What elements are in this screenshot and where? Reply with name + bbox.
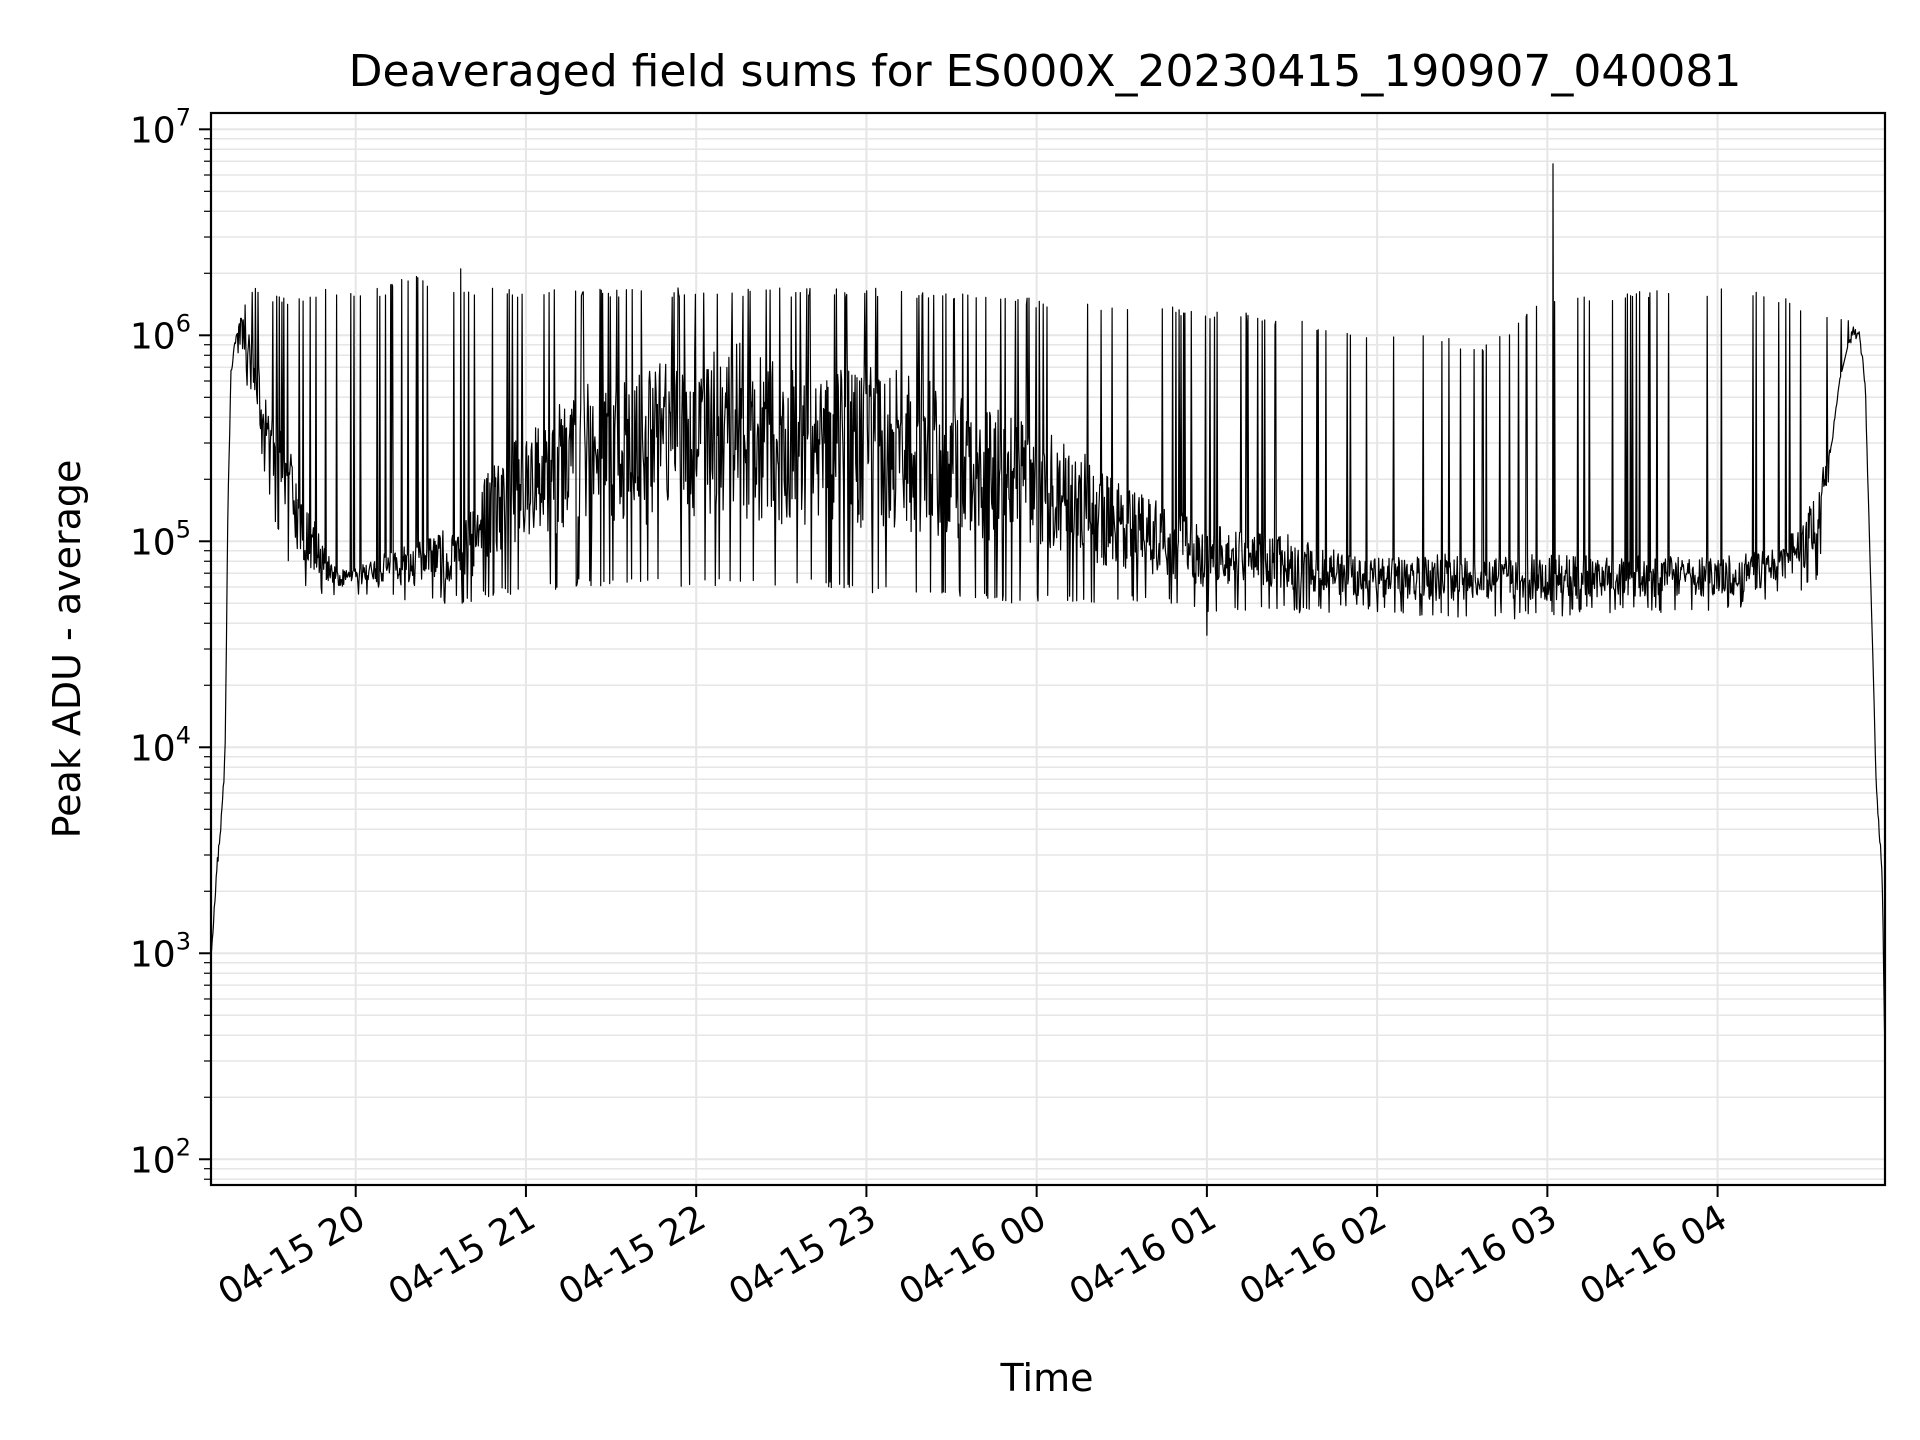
x-axis-label: Time: [1000, 1356, 1094, 1400]
chart-title: Deaveraged field sums for ES000X_2023041…: [349, 46, 1742, 97]
y-tick-label: 104: [130, 721, 191, 769]
y-tick-label: 105: [130, 515, 191, 563]
series-line: [210, 163, 1886, 1056]
y-axis-label: Peak ADU - average: [45, 460, 89, 839]
y-tick-label: 102: [130, 1133, 191, 1181]
plot-data: [210, 163, 1886, 1056]
y-tick-label: 103: [130, 927, 191, 975]
y-tick-label: 107: [130, 103, 191, 151]
y-tick-label: 106: [130, 309, 191, 357]
